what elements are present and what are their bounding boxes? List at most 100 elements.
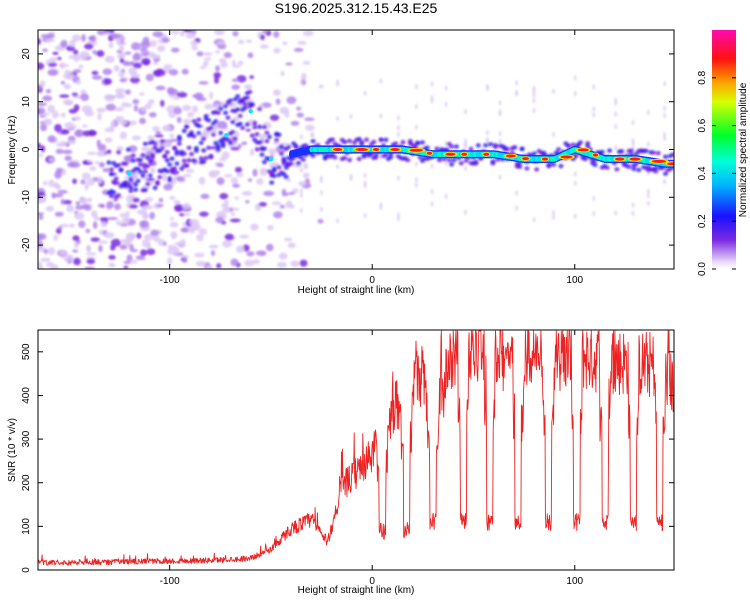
noise-cell	[174, 246, 180, 255]
noise-cell	[97, 203, 105, 208]
streak-cell	[631, 211, 635, 217]
streak-cell	[363, 90, 367, 96]
ridge-cloud-cell	[310, 153, 316, 158]
y-tick-label: 500	[21, 343, 32, 360]
figure-title: S196.2025.312.15.43.E25	[275, 0, 438, 16]
ridge-cloud-cell	[446, 157, 452, 163]
noise-cell	[60, 198, 65, 205]
noise-cell	[243, 84, 253, 90]
streak-cell	[614, 124, 617, 130]
ridge-cloud-cell	[181, 151, 187, 156]
noise-cell	[231, 84, 241, 90]
noise-cell	[144, 197, 154, 202]
noise-cell	[86, 252, 97, 256]
noise-cell	[216, 162, 224, 167]
ridge-cloud-cell	[176, 136, 182, 142]
ridge-cloud-cell	[142, 187, 148, 193]
noise-cell	[124, 239, 132, 248]
streak-cell	[663, 105, 666, 111]
noise-cell	[182, 118, 192, 125]
ridge-cloud-cell	[393, 141, 399, 146]
streak-cell	[415, 161, 418, 167]
noise-cell	[135, 255, 145, 260]
ridge-cloud-cell	[223, 103, 229, 109]
noise-cell	[262, 30, 268, 34]
ridge-cloud-cell	[347, 157, 353, 163]
ridge-cloud-cell	[330, 137, 336, 142]
noise-cell	[186, 226, 194, 230]
streak-cell	[532, 92, 536, 98]
noise-cell	[119, 131, 127, 140]
ridge-cloud-cell	[106, 160, 112, 165]
noise-cell	[139, 47, 148, 52]
streak-cell	[663, 179, 666, 185]
streak-cell	[379, 205, 383, 211]
noise-cell	[260, 34, 265, 41]
noise-cell	[72, 235, 80, 242]
noise-cell	[119, 213, 127, 218]
noise-cell	[234, 196, 239, 200]
ridge-cloud-cell	[451, 157, 457, 163]
ridge-cloud-cell	[259, 152, 265, 157]
noise-cell	[40, 257, 51, 263]
noise-cell	[160, 99, 165, 107]
streak-cell	[573, 180, 577, 186]
noise-cell	[147, 99, 155, 105]
noise-cell	[60, 80, 66, 85]
noise-cell	[190, 40, 198, 46]
noise-cell	[222, 239, 233, 248]
noise-cell	[232, 30, 239, 37]
streak-cell	[320, 175, 323, 181]
noise-cell	[273, 47, 281, 54]
noise-cell	[276, 261, 287, 268]
ridge-cloud-cell	[191, 118, 197, 124]
noise-cell	[304, 124, 315, 131]
ridge-cloud-cell	[483, 143, 489, 148]
ridge-cloud-cell	[577, 140, 583, 145]
noise-cell	[318, 84, 324, 89]
ridge-cloud-cell	[371, 139, 377, 145]
noise-cell	[176, 116, 182, 124]
noise-cell	[317, 218, 324, 224]
noise-cell	[180, 30, 185, 37]
ridge-cloud-cell	[176, 141, 182, 146]
noise-cell	[131, 42, 141, 51]
noise-cell	[249, 148, 255, 156]
noise-cell	[104, 137, 113, 143]
noise-cell	[48, 157, 55, 162]
ridge-cloud-cell	[407, 138, 413, 144]
ridge-cloud-cell	[162, 154, 168, 159]
ridge-cloud-cell	[252, 125, 258, 130]
ridge-cloud-cell	[388, 154, 394, 160]
noise-cell	[86, 178, 95, 186]
noise-cell	[54, 123, 62, 132]
ridge-cloud-cell	[225, 137, 231, 143]
ridge-cloud-cell	[113, 176, 119, 181]
ridge-cloud-cell	[174, 149, 180, 154]
colorbar-tick-label: 0.8	[697, 70, 708, 84]
ridge-cloud-cell	[215, 147, 221, 152]
ridge-cloud-cell	[449, 144, 455, 149]
ridge-cloud-cell	[147, 173, 153, 178]
noise-cell	[73, 257, 81, 266]
noise-cell	[234, 166, 243, 173]
ridge-cloud-cell	[592, 162, 598, 168]
noise-cell	[224, 174, 233, 178]
ridge-cell	[483, 152, 490, 156]
streak-cell	[336, 218, 339, 224]
noise-cell	[133, 104, 139, 112]
colorbar-tick-label: 0.2	[697, 214, 708, 228]
noise-cell	[81, 34, 86, 42]
noise-cell	[71, 34, 82, 42]
noise-cell	[224, 233, 235, 241]
noise-cell	[74, 212, 85, 220]
noise-cell	[176, 91, 188, 98]
ridge-cloud-cell	[137, 162, 143, 167]
ridge-cloud-cell	[614, 167, 620, 172]
noise-cell	[68, 223, 75, 228]
ridge-cloud-cell	[172, 145, 178, 151]
colorbar: 0.0 0.2 0.4 0.6 0.8 Normalized spectral ampl…	[697, 30, 749, 276]
ridge-cloud-cell	[558, 163, 564, 169]
noise-cell	[63, 83, 72, 90]
streak-cell	[430, 189, 434, 195]
